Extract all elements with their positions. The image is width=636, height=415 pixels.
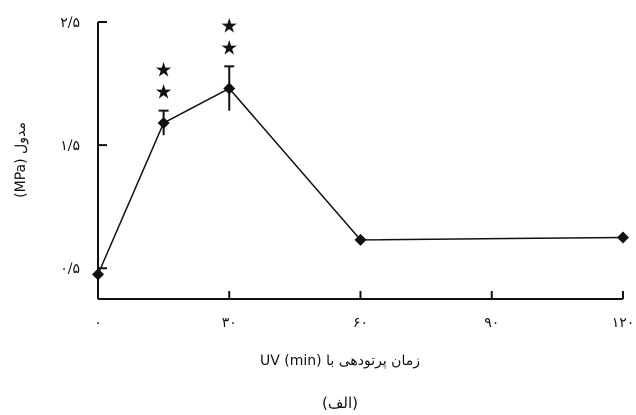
y-tick-label: ۱/۵ (60, 138, 80, 154)
data-point (92, 268, 104, 281)
data-point (354, 233, 367, 246)
data-markers (92, 82, 629, 281)
x-axis-title: زمان پرتودهی با UV (min) (260, 353, 420, 369)
significance-annotations: ★★★★ (155, 13, 239, 103)
series-line (97, 87, 624, 275)
x-tick-label: ۱۲۰ (612, 315, 635, 331)
y-tick-label: ۰/۵ (60, 261, 80, 277)
significance-star: ★ (220, 35, 238, 59)
significance-star: ★ (155, 58, 173, 82)
axes (97, 22, 623, 300)
data-point (223, 82, 236, 95)
series-lines (97, 87, 624, 275)
data-point (157, 116, 170, 129)
x-tick-label: ۳۰ (222, 315, 237, 331)
chart-caption: (الف) (322, 394, 358, 412)
y-axis-title: مدول (MPa) (13, 122, 29, 198)
significance-star: ★ (220, 13, 238, 37)
x-ticks: ۰ ۳۰ ۶۰ ۹۰ ۱۲۰ (94, 291, 634, 331)
x-tick-label: ۹۰ (484, 315, 499, 331)
x-tick-label: ۰ (94, 315, 102, 331)
y-ticks: ۰/۵ ۱/۵ ۲/۵ (60, 15, 107, 277)
data-point (617, 231, 629, 244)
y-tick-label: ۲/۵ (60, 15, 80, 31)
significance-star: ★ (155, 80, 173, 104)
x-tick-label: ۶۰ (353, 315, 368, 331)
